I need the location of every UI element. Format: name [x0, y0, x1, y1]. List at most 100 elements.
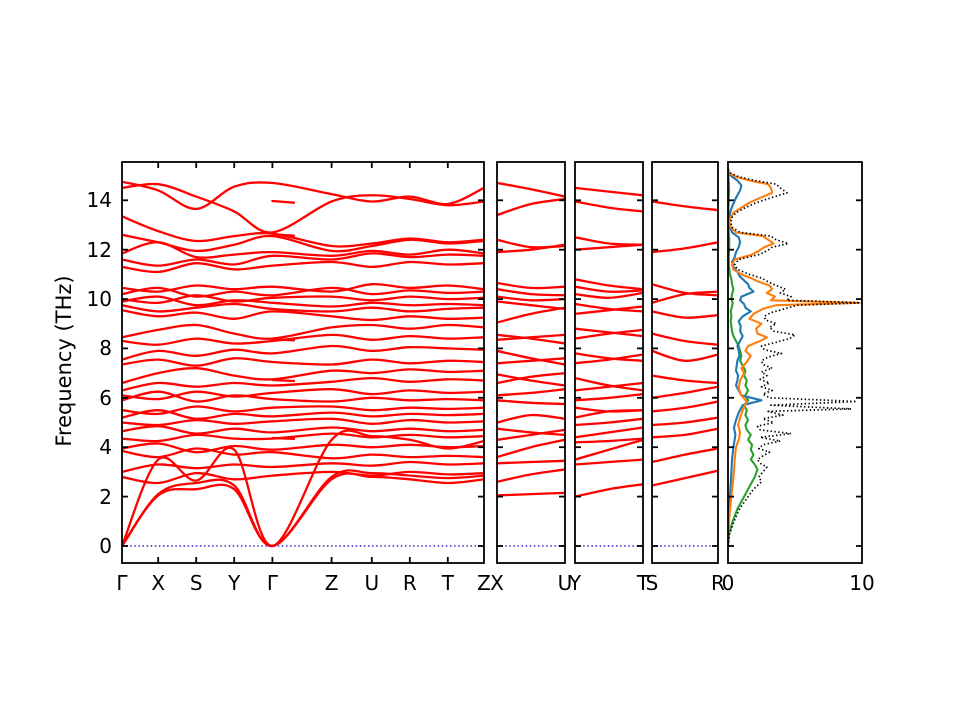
- phonon-band: [575, 352, 643, 362]
- phonon-band: [122, 233, 484, 253]
- band-panel-bands_S_R: [652, 200, 718, 547]
- phonon-band: [122, 432, 484, 443]
- phonon-band: [497, 438, 565, 459]
- phonon-band: [497, 428, 565, 441]
- phonon-band-stub: [271, 233, 296, 237]
- band-panel-main_bands: [122, 180, 484, 548]
- phonon-band: [575, 328, 643, 340]
- phonon-band: [497, 399, 565, 406]
- phonon-band: [575, 236, 643, 246]
- kpoint-label-3: Y: [228, 571, 241, 595]
- phonon-band: [122, 376, 484, 392]
- dos-panel: [728, 168, 862, 547]
- phonon-band: [575, 353, 643, 365]
- phonon-band: [497, 288, 565, 297]
- phonon-band: [652, 310, 718, 319]
- ytick-label-12: 12: [86, 237, 112, 262]
- phonon-band: [497, 197, 565, 217]
- phonon-band: [575, 392, 643, 402]
- phonon-band: [122, 180, 484, 211]
- axes-bands_Y_T: [574, 161, 644, 564]
- phonon-band: [122, 294, 484, 304]
- phonon-band: [122, 409, 484, 420]
- phonon-band: [575, 381, 643, 392]
- phonon-band: [575, 409, 643, 419]
- kpoint-label-bands_S_R-end: R: [711, 571, 725, 595]
- phonon-band: [652, 385, 718, 399]
- phonon-band: [122, 215, 484, 248]
- dos-xtick-label-0: 0: [721, 571, 735, 595]
- phonon-band: [652, 332, 718, 346]
- phonon-band: [122, 302, 484, 313]
- phonon-band: [652, 427, 718, 439]
- phonon-band: [497, 491, 565, 497]
- phonon-band: [497, 333, 565, 345]
- phonon-band: [652, 416, 718, 427]
- ytick-label-8: 8: [99, 336, 112, 361]
- kpoint-label-0: Γ: [116, 571, 128, 595]
- kpoint-label-8: T: [441, 571, 454, 595]
- phonon-band: [652, 374, 718, 385]
- phonon-band: [122, 470, 484, 485]
- phonon-band: [575, 186, 643, 197]
- phonon-band: [497, 306, 565, 324]
- kpoint-label-9: Z: [477, 571, 491, 595]
- phonon-band: [575, 417, 643, 427]
- phonon-band: [122, 241, 484, 259]
- phonon-band: [497, 371, 565, 385]
- phonon-band: [122, 417, 484, 427]
- phonon-band: [497, 243, 565, 254]
- phonon-band: [652, 469, 718, 487]
- phonon-band: [575, 305, 643, 316]
- phonon-band: [122, 323, 484, 340]
- phonon-band: [122, 469, 484, 548]
- kpoint-label-1: X: [151, 571, 166, 595]
- kpoint-label-5: Z: [324, 571, 339, 595]
- phonon-band: [122, 286, 484, 298]
- axes-dos: [727, 161, 863, 564]
- phonon-band: [122, 405, 484, 416]
- phonon-band-stub: [271, 378, 296, 383]
- phonon-band: [122, 425, 484, 435]
- phonon-band: [575, 458, 643, 466]
- ytick-label-14: 14: [86, 188, 112, 213]
- phonon-band: [575, 327, 643, 338]
- band-panel-bands_X_U: [497, 181, 565, 547]
- phonon-band: [652, 447, 718, 464]
- kpoint-label-bands_X_U-start: X: [490, 571, 504, 595]
- kpoint-label-4: Γ: [266, 571, 278, 595]
- phonon-band: [497, 295, 565, 302]
- axes-main_bands: [121, 161, 485, 564]
- ytick-label-6: 6: [99, 385, 112, 410]
- phonon-band: [575, 200, 643, 213]
- phonon-band: [122, 344, 484, 361]
- phonon-band: [575, 483, 643, 498]
- phonon-band: [497, 349, 565, 366]
- phonon-band: [575, 285, 643, 293]
- axes-bands_X_U: [496, 161, 566, 564]
- phonon-band: [497, 459, 565, 465]
- phonon-band: [652, 283, 718, 297]
- phonon-band: [122, 447, 484, 460]
- kpoint-label-bands_X_U-end: U: [557, 571, 573, 595]
- phonon-band: [122, 333, 484, 346]
- phonon-band: [652, 400, 718, 413]
- phonon-band: [575, 437, 643, 444]
- phonon-band: [497, 427, 565, 437]
- kpoint-label-2: S: [189, 571, 203, 595]
- phonon-band: [497, 281, 565, 290]
- phonon-band: [497, 413, 565, 424]
- phonon-band: [575, 243, 643, 251]
- ytick-label-2: 2: [99, 484, 112, 509]
- phonon-band: [122, 295, 484, 308]
- y-axis-label: Frequency (THz): [52, 275, 76, 447]
- kpoint-label-6: U: [364, 571, 380, 595]
- phonon-band: [575, 426, 643, 439]
- phonon-band: [122, 252, 484, 267]
- phonon-band: [575, 438, 643, 461]
- phonon-band: [122, 357, 484, 367]
- phonon-band: [497, 373, 565, 387]
- phonon-band: [122, 309, 484, 322]
